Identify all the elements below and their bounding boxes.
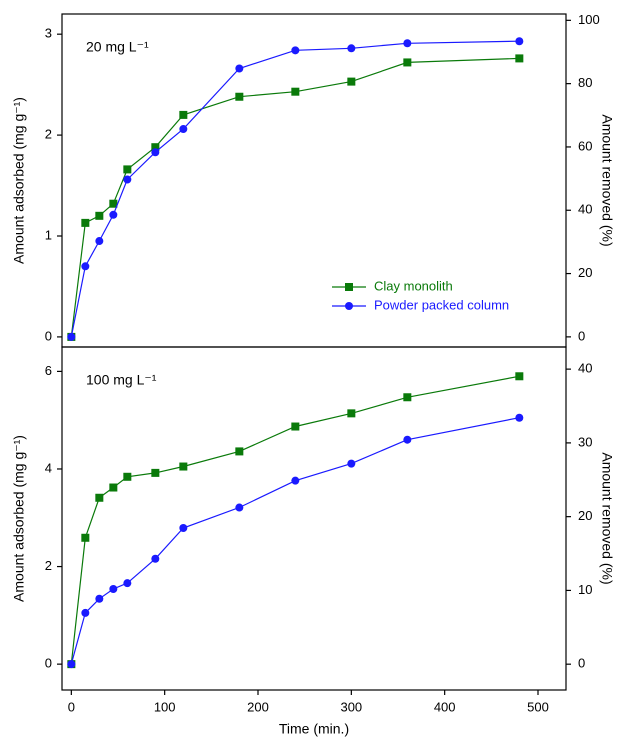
y2-tick-label: 40 xyxy=(578,202,592,217)
marker xyxy=(67,332,76,341)
x-tick-label: 200 xyxy=(247,699,269,714)
marker xyxy=(67,660,76,669)
y-tick-label: 2 xyxy=(45,127,52,142)
marker xyxy=(347,44,356,53)
marker xyxy=(95,493,104,502)
marker xyxy=(235,447,244,456)
legend-marker xyxy=(345,302,353,310)
marker xyxy=(81,533,90,542)
marker xyxy=(151,468,160,477)
y-tick-label: 1 xyxy=(45,227,52,242)
y2-tick-label: 0 xyxy=(578,656,585,671)
series-line xyxy=(70,417,520,665)
marker xyxy=(179,524,188,533)
x-tick-label: 0 xyxy=(68,699,75,714)
x-tick-label: 100 xyxy=(154,699,176,714)
series-line xyxy=(70,57,520,337)
marker xyxy=(515,37,524,46)
marker xyxy=(291,422,300,431)
marker xyxy=(347,77,356,86)
series-line xyxy=(70,40,520,338)
marker xyxy=(403,435,412,444)
y-tick-label: 6 xyxy=(45,363,52,378)
marker xyxy=(347,459,356,468)
marker xyxy=(291,476,300,485)
y-axis-label: Amount adsorbed (mg g⁻¹) xyxy=(11,97,27,264)
legend-label: Clay monolith xyxy=(374,278,453,293)
y2-tick-label: 60 xyxy=(578,138,592,153)
marker xyxy=(95,237,104,246)
series-line xyxy=(70,375,520,665)
marker xyxy=(347,409,356,418)
marker xyxy=(235,92,244,101)
marker xyxy=(179,125,188,134)
marker xyxy=(403,39,412,48)
marker xyxy=(291,87,300,96)
y2-tick-label: 30 xyxy=(578,434,592,449)
marker xyxy=(123,579,132,588)
x-tick-label: 500 xyxy=(527,699,549,714)
y2-tick-label: 20 xyxy=(578,265,592,280)
marker xyxy=(403,393,412,402)
marker xyxy=(109,483,118,492)
marker xyxy=(81,262,90,271)
y2-tick-label: 0 xyxy=(578,328,585,343)
marker xyxy=(81,218,90,227)
y2-axis-label: Amount removed (%) xyxy=(599,114,615,246)
legend-label: Powder packed column xyxy=(374,297,509,312)
marker xyxy=(109,210,118,219)
y-tick-label: 0 xyxy=(45,656,52,671)
marker xyxy=(235,64,244,73)
marker xyxy=(123,165,132,174)
marker xyxy=(403,58,412,67)
marker xyxy=(151,143,160,152)
legend-marker xyxy=(345,283,353,291)
marker xyxy=(151,148,160,157)
marker xyxy=(515,413,524,422)
y2-tick-label: 100 xyxy=(578,12,600,27)
y2-tick-label: 20 xyxy=(578,508,592,523)
marker xyxy=(291,46,300,55)
x-tick-label: 300 xyxy=(340,699,362,714)
y-tick-label: 2 xyxy=(45,558,52,573)
marker xyxy=(235,503,244,512)
x-axis-label: Time (min.) xyxy=(279,721,349,737)
y2-tick-label: 40 xyxy=(578,361,592,376)
y2-axis-label: Amount removed (%) xyxy=(599,452,615,584)
y-tick-label: 0 xyxy=(45,328,52,343)
y-tick-label: 4 xyxy=(45,460,52,475)
y2-tick-label: 10 xyxy=(578,582,592,597)
x-tick-label: 400 xyxy=(434,699,456,714)
marker xyxy=(123,175,132,184)
marker xyxy=(151,554,160,563)
y-tick-label: 3 xyxy=(45,26,52,41)
marker xyxy=(123,472,132,481)
annotation: 20 mg L⁻¹ xyxy=(86,39,149,55)
marker xyxy=(515,54,524,63)
marker xyxy=(81,608,90,617)
marker xyxy=(95,211,104,220)
marker xyxy=(109,199,118,208)
plot-frame xyxy=(61,346,567,691)
annotation: 100 mg L⁻¹ xyxy=(86,372,157,388)
marker xyxy=(95,594,104,603)
y2-tick-label: 80 xyxy=(578,75,592,90)
marker xyxy=(179,462,188,471)
marker xyxy=(109,585,118,594)
marker xyxy=(515,372,524,381)
marker xyxy=(179,110,188,119)
y-axis-label: Amount adsorbed (mg g⁻¹) xyxy=(11,435,27,602)
